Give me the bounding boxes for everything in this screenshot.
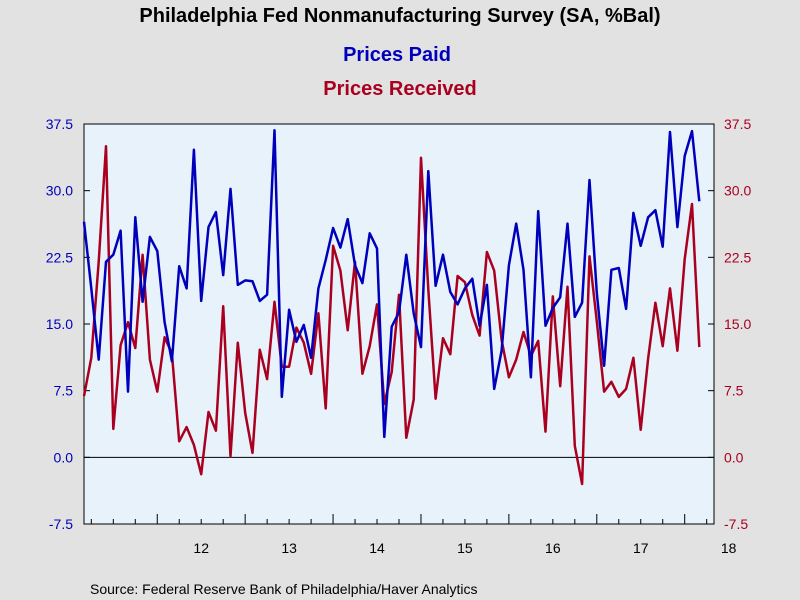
y-tick-label-right: 0.0 — [724, 449, 744, 465]
y-tick-label-left: 7.5 — [54, 383, 74, 399]
chart-title: Philadelphia Fed Nonmanufacturing Survey… — [139, 5, 660, 27]
legend-prices-received: Prices Received — [323, 78, 476, 100]
y-tick-label-right: 7.5 — [724, 383, 744, 399]
legend-prices-paid: Prices Paid — [343, 44, 451, 66]
x-tick-label: 18 — [721, 540, 737, 556]
plot-area — [83, 123, 715, 525]
y-tick-label-right: 22.5 — [724, 249, 751, 265]
y-tick-label-right: -7.5 — [724, 516, 748, 532]
x-tick-label: 17 — [633, 540, 649, 556]
y-tick-label-left: 22.5 — [46, 249, 73, 265]
y-tick-label-left: 37.5 — [46, 116, 73, 132]
y-tick-label-left: 15.0 — [46, 316, 73, 332]
y-tick-label-left: -7.5 — [49, 516, 73, 532]
series-line-prices-paid — [82, 128, 701, 439]
y-tick-label-right: 37.5 — [724, 116, 751, 132]
y-tick-label-left: 30.0 — [46, 183, 73, 199]
y-axis-right: 37.5 30.0 22.5 15.0 7.5 0.0 -7.5 — [708, 116, 751, 532]
series-line-prices-received — [82, 144, 701, 486]
x-tick-label: 13 — [281, 540, 297, 556]
x-tick-label: 14 — [369, 540, 385, 556]
y-tick-label-left: 0.0 — [54, 449, 74, 465]
y-tick-label-right: 30.0 — [724, 183, 751, 199]
source-note: Source: Federal Reserve Bank of Philadel… — [90, 581, 478, 597]
x-tick-label: 15 — [457, 540, 473, 556]
y-axis-left: 37.5 30.0 22.5 15.0 7.5 0.0 -7.5 — [46, 116, 90, 532]
x-tick-label: 16 — [545, 540, 561, 556]
y-tick-label-right: 15.0 — [724, 316, 751, 332]
x-axis: 12 13 14 15 16 17 18 — [90, 514, 737, 556]
x-tick-label: 12 — [193, 540, 209, 556]
